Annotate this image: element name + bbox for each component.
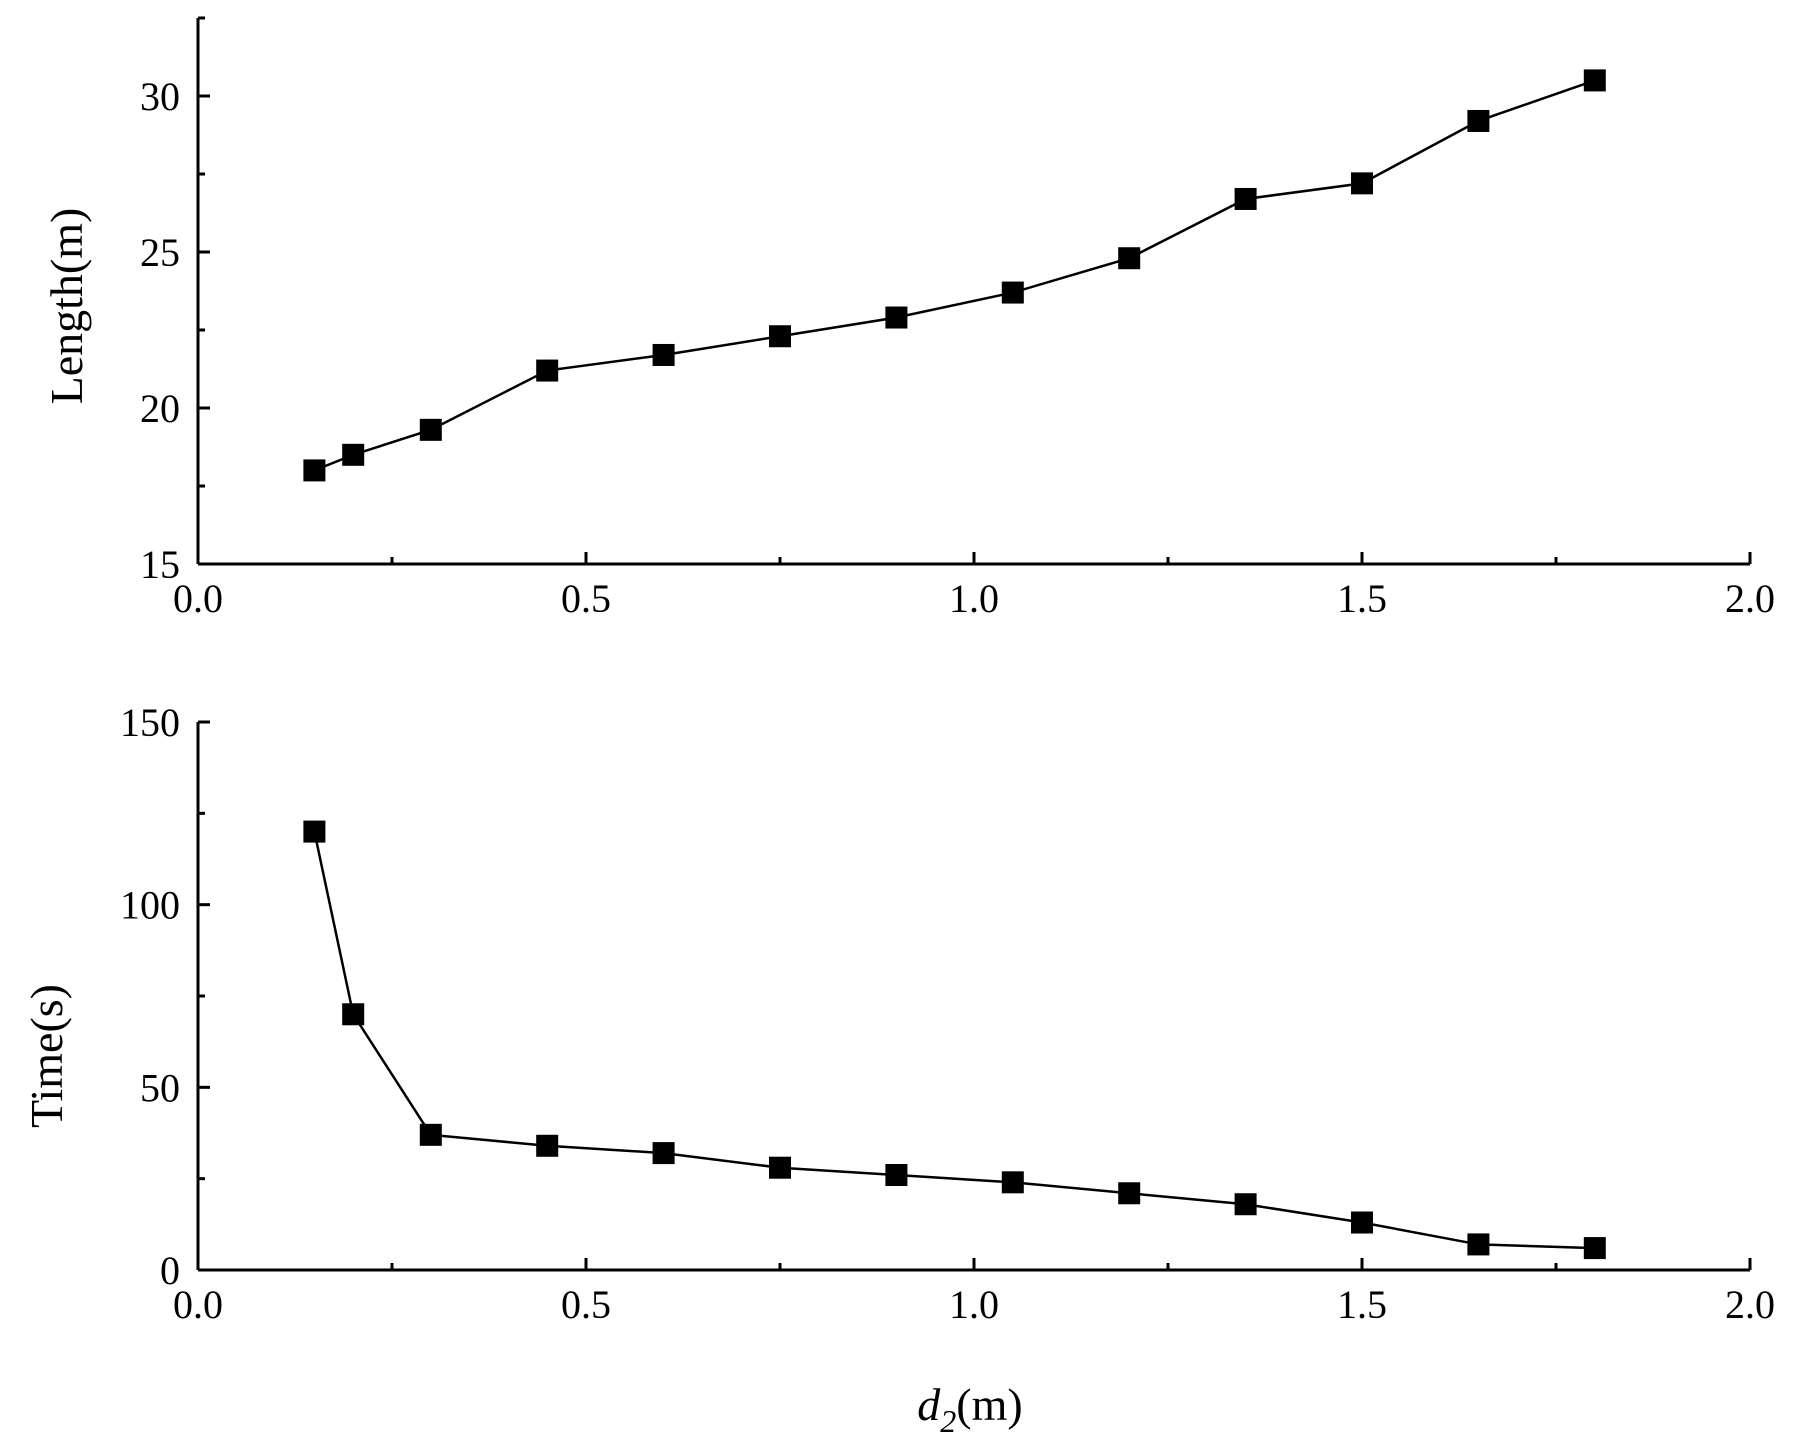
data-point <box>1001 281 1024 304</box>
x-tick-label: 0.5 <box>561 1282 611 1327</box>
data-point <box>1583 69 1606 92</box>
data-point <box>1234 187 1257 210</box>
data-point <box>885 306 908 329</box>
x-axis-label-var: d <box>917 1379 941 1430</box>
data-point <box>419 1123 442 1146</box>
data-point <box>652 1142 675 1165</box>
x-tick-label: 1.0 <box>949 1282 999 1327</box>
data-point <box>303 820 326 843</box>
data-point <box>419 418 442 441</box>
data-point <box>342 1003 365 1026</box>
x-tick-label: 0.0 <box>173 576 223 621</box>
series-line <box>313 79 1596 472</box>
y-tick-label: 50 <box>140 1065 180 1110</box>
data-point <box>1351 172 1373 195</box>
data-point <box>1467 1233 1490 1256</box>
x-tick-label: 2.0 <box>1725 1282 1775 1327</box>
data-point <box>769 1156 791 1179</box>
y-tick-label: 30 <box>140 74 180 119</box>
data-point <box>652 343 675 366</box>
x-tick-label: 0.5 <box>561 576 611 621</box>
data-point <box>303 459 326 482</box>
data-point <box>1583 1237 1606 1260</box>
y-tick-label: 100 <box>120 883 180 928</box>
data-point <box>536 1134 559 1157</box>
x-axis-label-subscript: 2 <box>940 1403 956 1439</box>
y-axis-label: Length(m) <box>41 208 92 405</box>
data-point <box>769 325 791 348</box>
x-axis-label-unit: (m) <box>956 1379 1022 1430</box>
data-point <box>1467 109 1490 132</box>
data-point <box>342 443 365 466</box>
data-point <box>1001 1171 1024 1194</box>
data-point <box>1118 1182 1141 1205</box>
data-point <box>536 359 559 382</box>
x-tick-label: 2.0 <box>1725 576 1775 621</box>
y-axis-label: Time(s) <box>21 984 72 1128</box>
data-point <box>1351 1211 1373 1234</box>
y-tick-label: 0 <box>160 1248 180 1293</box>
x-tick-label: 1.0 <box>949 576 999 621</box>
data-point <box>885 1164 908 1187</box>
y-tick-label: 150 <box>120 700 180 745</box>
y-tick-label: 25 <box>140 230 180 275</box>
x-axis-label: d2(m) <box>917 1379 1022 1439</box>
y-tick-label: 15 <box>140 542 180 587</box>
x-tick-label: 0.0 <box>173 1282 223 1327</box>
y-tick-label: 20 <box>140 386 180 431</box>
time-chart: 0.0 0.5 1.0 1.5 2.0 0 50 100 150 Time(s) <box>21 700 1775 1327</box>
series-line <box>313 831 1595 1250</box>
length-chart: 0.0 0.5 1.0 1.5 2.0 15 20 25 30 Length(m) <box>41 16 1775 621</box>
x-tick-label: 1.5 <box>1337 1282 1387 1327</box>
x-tick-label: 1.5 <box>1337 576 1387 621</box>
data-point <box>1118 247 1141 270</box>
data-point <box>1234 1193 1257 1216</box>
